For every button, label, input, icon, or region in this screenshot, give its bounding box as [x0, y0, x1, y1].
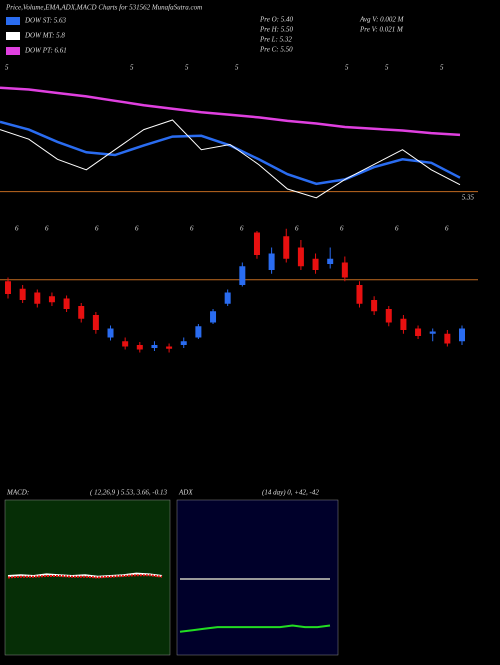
- series-line: [0, 120, 461, 186]
- candle-body: [400, 318, 407, 330]
- top-label: 6: [135, 225, 139, 233]
- top-label: 6: [95, 225, 99, 233]
- top-label: 6: [240, 225, 244, 233]
- candle-body: [253, 232, 260, 255]
- candle-body: [444, 333, 451, 344]
- legend-text: DOW ST: 5.63: [24, 17, 67, 25]
- top-label: 6: [190, 225, 194, 233]
- candle-body: [63, 298, 70, 309]
- candle-body: [166, 346, 173, 349]
- candle-body: [297, 247, 304, 267]
- top-label: 5: [235, 64, 239, 72]
- legend-swatch: [6, 47, 20, 55]
- top-label: 5: [5, 64, 9, 72]
- top-label: 5: [130, 64, 134, 72]
- info-text: Avg V: 0.002 M: [359, 16, 405, 24]
- series-line: [7, 574, 163, 579]
- candle-body: [283, 236, 290, 259]
- candle-body: [415, 328, 422, 336]
- candle-body: [136, 345, 143, 350]
- candle-body: [107, 328, 114, 338]
- panel-background: [176, 499, 339, 656]
- legend-text: DOW MT: 5.8: [24, 32, 65, 40]
- candle-body: [92, 315, 99, 330]
- candle-body: [195, 326, 202, 338]
- candle-body: [224, 292, 231, 304]
- candle-body: [459, 328, 465, 342]
- candle-body: [48, 296, 55, 303]
- series-line: [0, 86, 461, 137]
- top-label: 5: [385, 64, 389, 72]
- legend-text: DOW PT: 6.61: [24, 47, 67, 55]
- top-label: 6: [45, 225, 49, 233]
- panel-subtitle: ( 12,26,9 ) 5.53, 3.66, -0.13: [90, 489, 167, 497]
- info-text: Pre L: 5.32: [259, 36, 292, 44]
- candle-body: [371, 300, 378, 312]
- top-label: 5: [185, 64, 189, 72]
- series-line: [0, 119, 461, 199]
- ref-label: 5.35: [462, 193, 475, 201]
- candle-body: [327, 258, 334, 264]
- top-label: 5: [345, 64, 349, 72]
- candle-body: [356, 285, 363, 304]
- candle-body: [122, 341, 129, 347]
- candle-body: [429, 331, 436, 334]
- info-text: Pre H: 5.50: [259, 26, 293, 34]
- chart-title: Price,Volume,EMA,ADX,MACD Charts for 531…: [5, 4, 202, 12]
- candle-body: [34, 292, 41, 304]
- candle-body: [312, 258, 319, 270]
- panel-subtitle: (14 day) 0, +42, -42: [262, 489, 319, 497]
- candle-body: [180, 341, 187, 345]
- top-label: 6: [445, 225, 449, 233]
- top-label: 6: [340, 225, 344, 233]
- legend-swatch: [6, 32, 20, 40]
- series-line: [179, 624, 331, 633]
- candle-body: [78, 306, 85, 319]
- candle-body: [19, 288, 26, 300]
- top-label: 6: [395, 225, 399, 233]
- candle-body: [210, 311, 217, 323]
- candle-body: [341, 262, 348, 278]
- panel-title: ADX: [178, 489, 193, 497]
- top-label: 6: [15, 225, 19, 233]
- top-label: 5: [440, 64, 444, 72]
- candle-body: [268, 253, 275, 270]
- info-text: Pre V: 0.021 M: [359, 26, 404, 34]
- legend-swatch: [6, 17, 20, 25]
- candle-body: [385, 309, 392, 323]
- panel-title: MACD:: [6, 489, 29, 497]
- candle-body: [5, 281, 11, 294]
- candle-body: [239, 266, 246, 285]
- info-text: Pre O: 5.40: [259, 16, 293, 24]
- info-text: Pre C: 5.50: [259, 46, 293, 54]
- candle-body: [151, 345, 158, 348]
- top-label: 6: [295, 225, 299, 233]
